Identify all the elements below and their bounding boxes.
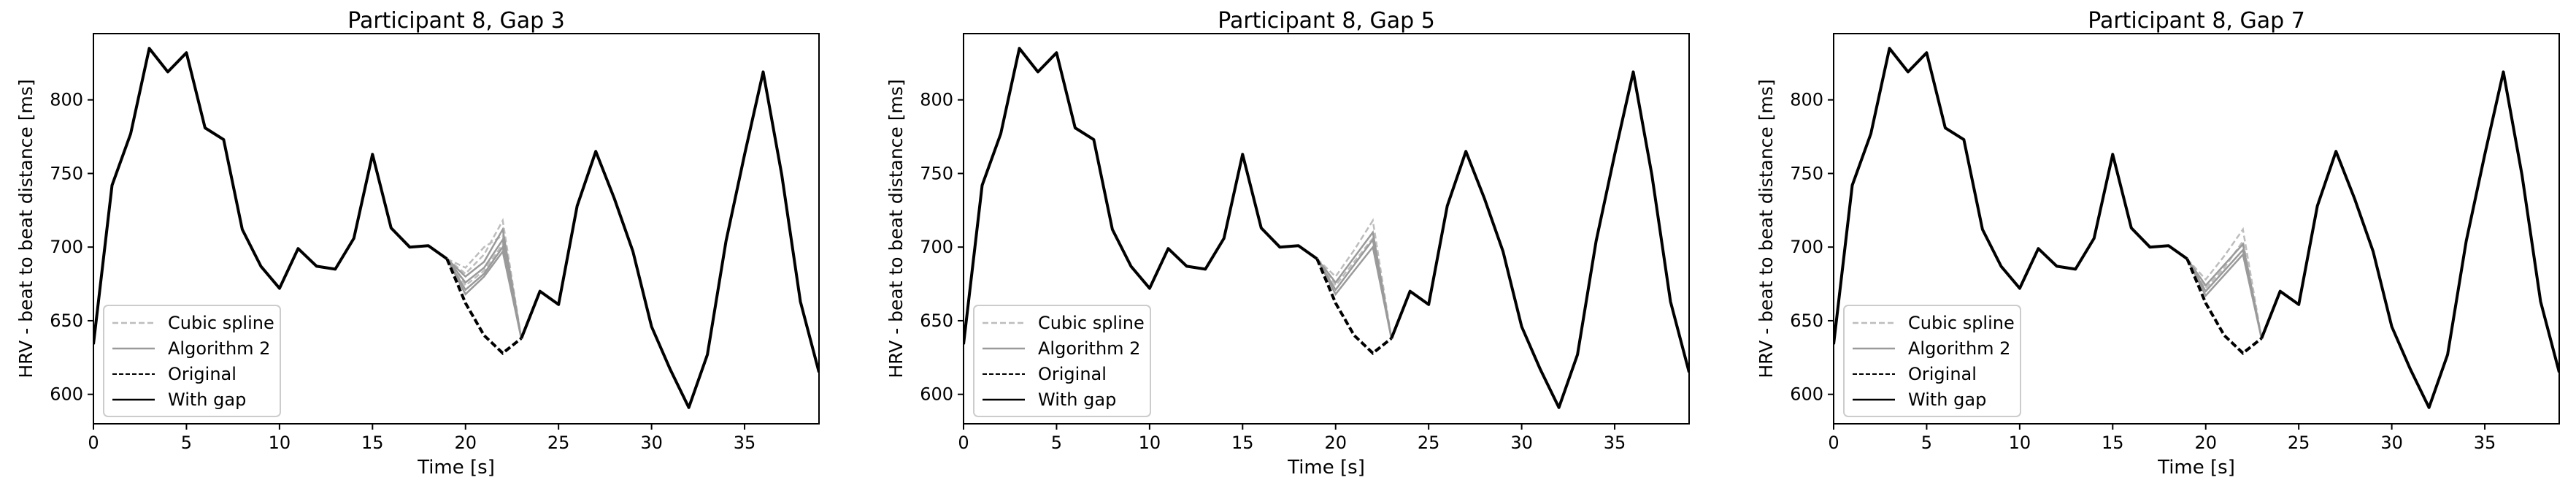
y-tick-label: 700: [920, 237, 953, 257]
series-algorithm-2: [446, 249, 523, 339]
x-tick-label: 5: [1921, 433, 1932, 453]
y-tick-label: 650: [920, 311, 953, 331]
y-tick-label: 600: [920, 384, 953, 405]
x-tick-label: 30: [640, 433, 663, 453]
chart-panel-1: Participant 8, Gap 3 0 5 10 15 20 25 30 35 600 650…: [15, 8, 820, 479]
y-tick-label: 700: [1790, 237, 1823, 257]
series-cubic-spline: [2186, 227, 2263, 339]
x-axis-label: Time [s]: [2157, 457, 2235, 479]
chart-panel-2: Participant 8, Gap 5 0 5 10 15 20 25 30 35 600 650…: [885, 8, 1690, 479]
legend-label: Original: [1038, 364, 1107, 384]
x-tick-label: 25: [2288, 433, 2310, 453]
x-tick-label: 15: [2102, 433, 2124, 453]
x-axis-label: Time [s]: [1287, 457, 1365, 479]
y-tick-label: 700: [50, 237, 83, 257]
legend-label: Original: [1908, 364, 1977, 384]
y-tick-label: 750: [920, 163, 953, 183]
x-tick-label: 15: [361, 433, 384, 453]
y-axis-label: HRV - beat to beat distance [ms]: [15, 79, 36, 378]
x-tick-label: 25: [1418, 433, 1440, 453]
series-cubic-spline: [1316, 218, 1393, 339]
x-tick-label: 0: [1828, 433, 1839, 453]
legend: Cubic spline Algorithm 2 Original With gap: [973, 305, 1151, 417]
x-tick-label: 10: [269, 433, 291, 453]
series-algorithm-2: [1316, 237, 1393, 339]
series-algorithm-2: [2186, 248, 2263, 339]
series-with-gap: [964, 47, 1689, 409]
x-tick-label: 10: [2009, 433, 2031, 453]
series-original: [445, 258, 523, 355]
chart-title: Participant 8, Gap 5: [1218, 8, 1435, 34]
chart-panel-3: Participant 8, Gap 7 0 5 10 15 20 25 30 35 600 650…: [1756, 8, 2560, 479]
x-tick-label: 5: [181, 433, 192, 453]
x-tick-label: 30: [2380, 433, 2403, 453]
y-axis-label: HRV - beat to beat distance [ms]: [1756, 79, 1777, 378]
chart-title: Participant 8, Gap 7: [2088, 8, 2305, 34]
x-tick-label: 20: [2194, 433, 2217, 453]
x-tick-label: 20: [454, 433, 477, 453]
series-cubic-spline: [446, 242, 523, 339]
series-original: [1315, 258, 1393, 355]
y-tick-label: 750: [50, 163, 83, 183]
plot-frame: [963, 33, 1690, 425]
plot-area: [964, 47, 1689, 409]
y-tick-label: 650: [50, 311, 83, 331]
legend-label: With gap: [1038, 389, 1116, 410]
legend-label: Original: [168, 364, 237, 384]
legend-label: Cubic spline: [1038, 313, 1145, 333]
series-algorithm-2: [1316, 245, 1393, 339]
x-tick-label: 15: [1231, 433, 1254, 453]
legend-label: Algorithm 2: [1908, 338, 2010, 359]
legend-label: Algorithm 2: [168, 338, 270, 359]
plot-frame: [1833, 33, 2560, 425]
legend-box: [1843, 305, 2021, 417]
x-tick-label: 10: [1139, 433, 1161, 453]
legend: Cubic spline Algorithm 2 Original With gap: [1843, 305, 2021, 417]
legend: Cubic spline Algorithm 2 Original With gap: [103, 305, 281, 417]
x-tick-label: 35: [2474, 433, 2496, 453]
series-with-gap: [93, 47, 819, 409]
y-tick-label: 600: [1790, 384, 1823, 405]
plot-area: [1834, 47, 2559, 409]
legend-box: [973, 305, 1151, 417]
legend-label: Cubic spline: [168, 313, 274, 333]
plot-area: [93, 47, 819, 409]
x-tick-label: 5: [1051, 433, 1062, 453]
x-tick-label: 35: [734, 433, 756, 453]
x-tick-label: 0: [88, 433, 99, 453]
x-tick-label: 0: [958, 433, 969, 453]
y-tick-label: 800: [50, 90, 83, 110]
y-tick-label: 650: [1790, 311, 1823, 331]
legend-label: With gap: [168, 389, 246, 410]
series-algorithm-2: [446, 237, 523, 339]
x-tick-label: 25: [547, 433, 570, 453]
y-tick-label: 800: [920, 90, 953, 110]
series-algorithm-2: [2186, 252, 2263, 339]
chart-title: Participant 8, Gap 3: [347, 8, 565, 34]
series-original: [2185, 258, 2263, 355]
legend-label: With gap: [1908, 389, 1986, 410]
x-axis-label: Time [s]: [417, 457, 495, 479]
series-with-gap: [1834, 47, 2559, 409]
y-axis-label: HRV - beat to beat distance [ms]: [885, 79, 907, 378]
y-tick-label: 600: [50, 384, 83, 405]
series-algorithm-2: [446, 227, 523, 339]
legend-label: Cubic spline: [1908, 313, 2015, 333]
legend-box: [103, 305, 281, 417]
y-tick-label: 750: [1790, 163, 1823, 183]
x-tick-label: 20: [1324, 433, 1347, 453]
plot-frame: [93, 33, 820, 425]
y-tick-label: 800: [1790, 90, 1823, 110]
x-tick-label: 30: [1510, 433, 1533, 453]
legend-label: Algorithm 2: [1038, 338, 1140, 359]
x-tick-label: 35: [1604, 433, 1626, 453]
